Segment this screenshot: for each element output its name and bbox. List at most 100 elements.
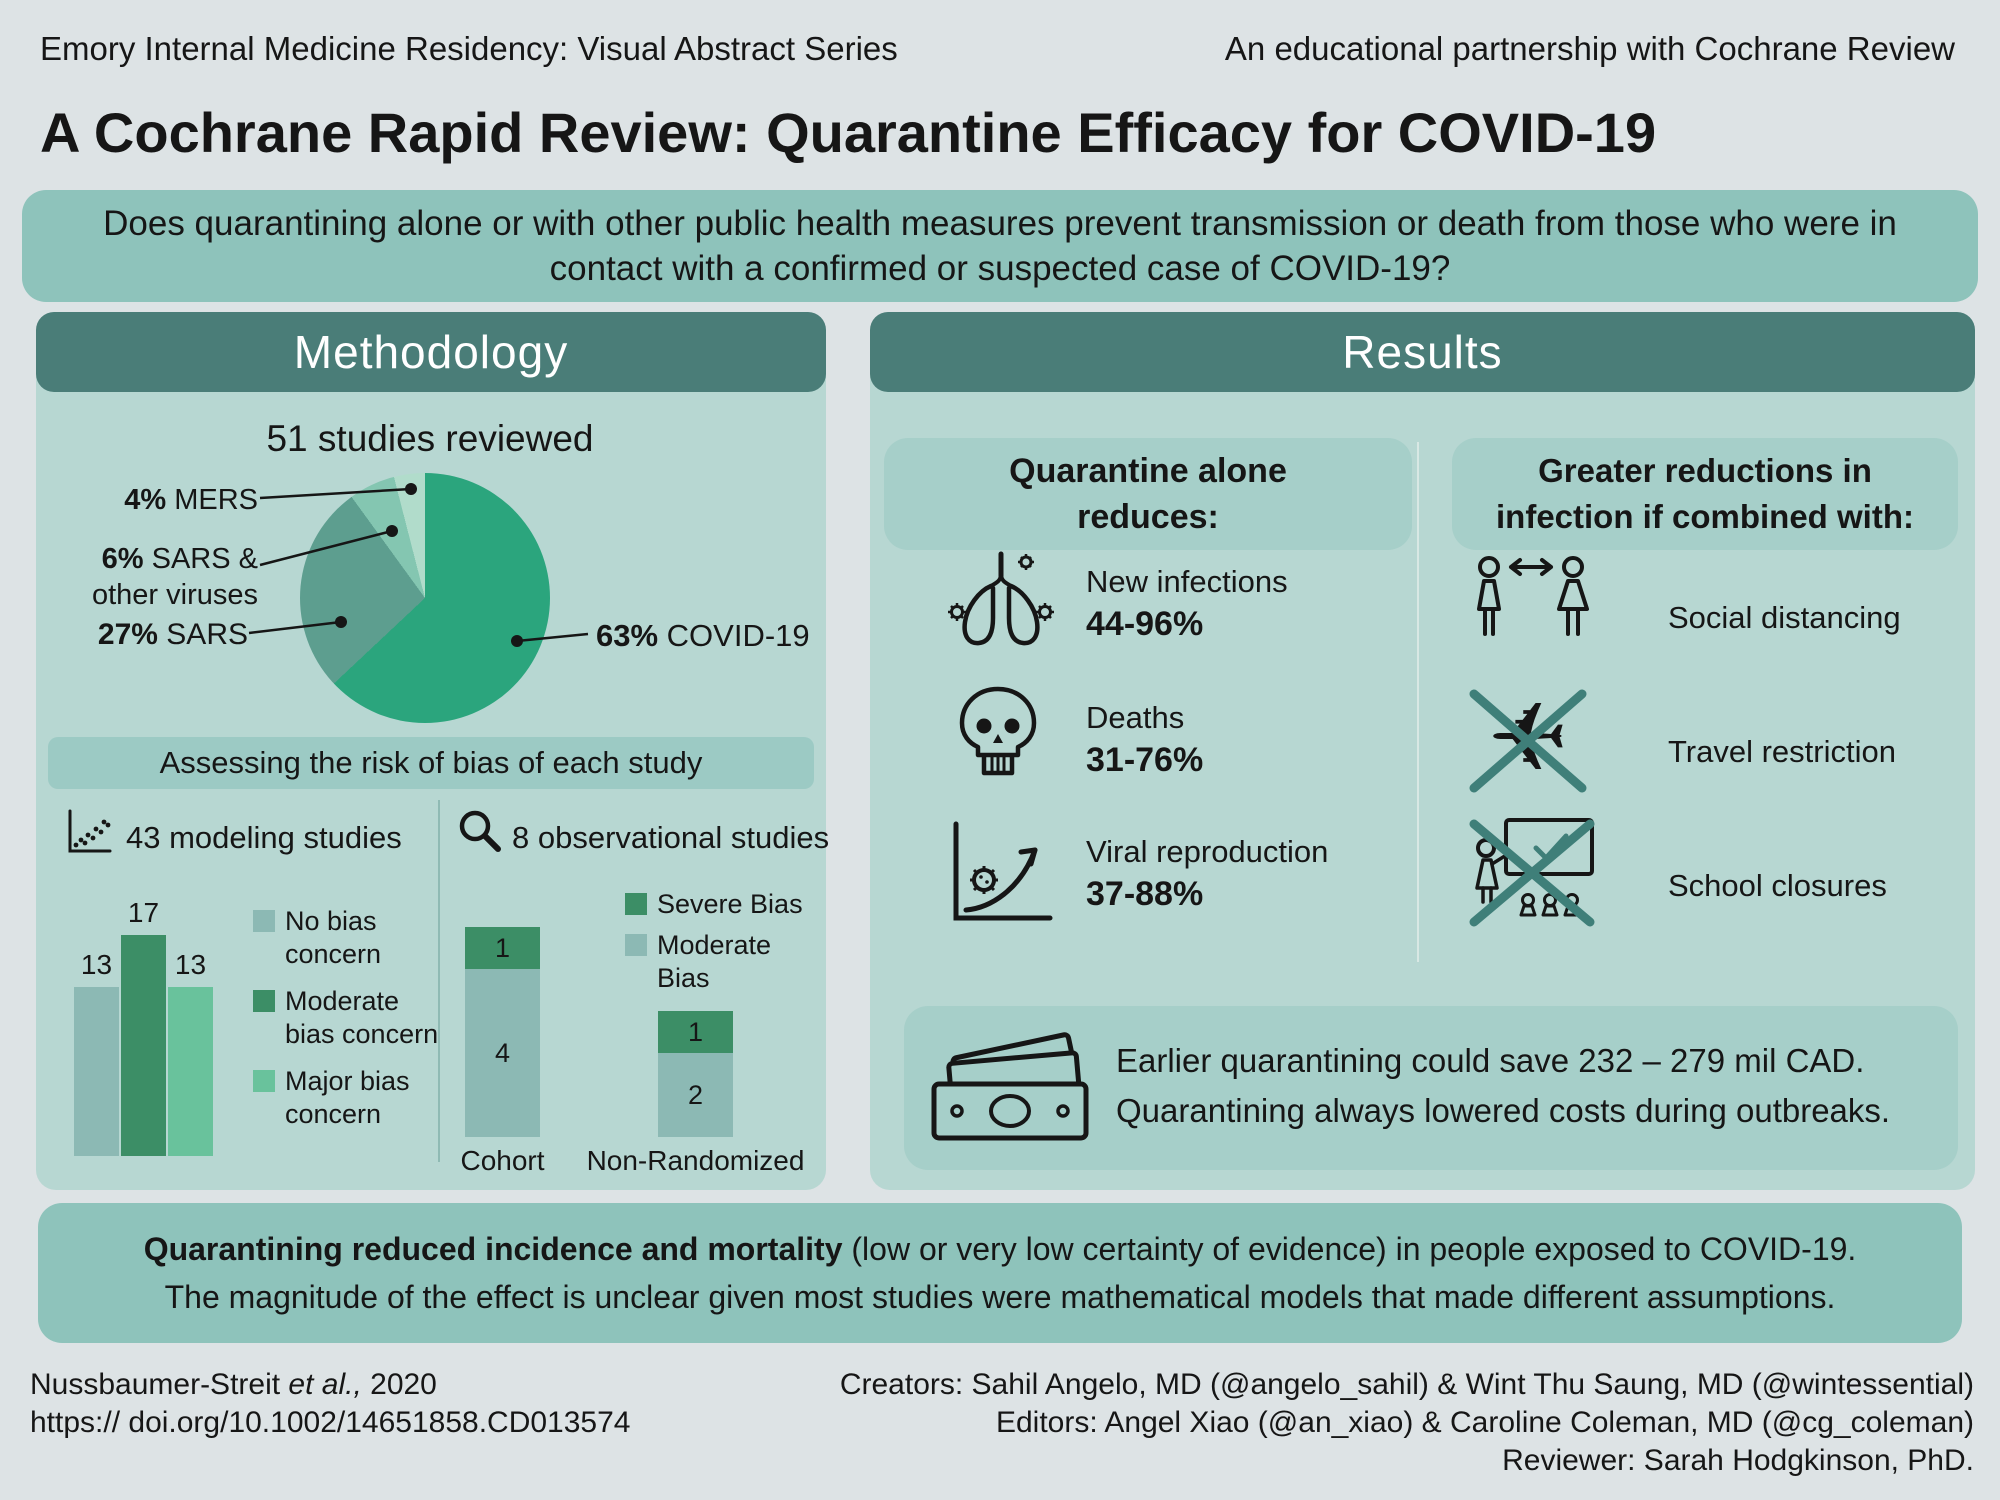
series-title: Emory Internal Medicine Residency: Visua…: [40, 30, 898, 67]
legend-item: Severe Bias: [625, 888, 825, 921]
segment-value: 2: [687, 1079, 704, 1110]
legend-label: Major bias concern: [285, 1066, 410, 1129]
citation-block: Nussbaumer-Streit et al., 2020 https:// …: [30, 1366, 630, 1442]
stacked-bar-group: 1 4 Cohort: [460, 922, 545, 1177]
cost-line-2: Quarantining always lowered costs during…: [1116, 1092, 1891, 1129]
legend-label: No bias concern: [285, 906, 382, 969]
citation-doi: https:// doi.org/10.1002/14651858.CD0135…: [30, 1406, 631, 1439]
results-panel: Results Quarantine alone reduces: Greate…: [870, 312, 1975, 1190]
summary-banner: Quarantining reduced incidence and morta…: [38, 1203, 1962, 1343]
x-axis-label: Non-Randomized: [586, 1145, 805, 1176]
results-divider: [1417, 442, 1419, 962]
quarantine-alone-title-line1: Quarantine alone: [1009, 452, 1287, 490]
pie-label-covid: 63% COVID-19: [596, 618, 816, 654]
quarantine-alone-title: Quarantine alone reduces:: [884, 438, 1412, 550]
legend-swatch: [253, 1070, 275, 1092]
legend-item: No bias concern: [253, 905, 448, 971]
stacked-bar-group: 1 2 Non-Randomized: [587, 922, 804, 1177]
citation: Nussbaumer-Streit et al., 2020: [30, 1366, 630, 1404]
legend-item: Major bias concern: [253, 1065, 448, 1131]
summary-line-1: Quarantining reduced incidence and morta…: [144, 1225, 1857, 1273]
pie-pct-mers: 4%: [124, 484, 167, 516]
pie-name-covid: COVID-19: [666, 618, 810, 653]
school-closures-icon: [1464, 814, 1600, 932]
credits-reviewer: Reviewer: Sarah Hodgkinson, PhD.: [1502, 1444, 1974, 1477]
methodology-header-label: Methodology: [293, 326, 569, 378]
pie-label-sars-other: 6% SARS & other viruses: [78, 541, 258, 613]
bar-value-label: 13: [80, 949, 113, 980]
modeling-chart-title: 43 modeling studies: [126, 820, 402, 855]
citation-year: 2020: [361, 1368, 437, 1401]
summary-rest: (low or very low certainty of evidence) …: [842, 1231, 1857, 1267]
page-title: A Cochrane Rapid Review: Quarantine Effi…: [40, 101, 1657, 164]
legend-swatch: [625, 934, 647, 956]
result-value: 44-96%: [1086, 605, 1204, 643]
legend-label: Moderate bias concern: [285, 986, 439, 1049]
modeling-legend: No bias concern Moderate bias concern Ma…: [253, 905, 448, 1145]
citation-etal: et al.,: [288, 1368, 362, 1401]
result-value: 37-88%: [1086, 875, 1204, 913]
viral-reproduction-icon: [942, 818, 1056, 928]
x-axis-label: Cohort: [460, 1145, 545, 1176]
result-label: Viral reproduction: [1086, 834, 1329, 869]
combined-label-distancing: Social distancing: [1668, 600, 1901, 635]
legend-item: Moderate bias concern: [253, 985, 448, 1051]
bias-banner-label: Assessing the risk of bias of each study: [159, 745, 703, 780]
credits-block: Creators: Sahil Angelo, MD (@angelo_sahi…: [840, 1366, 1974, 1480]
segment-moderate: 2: [658, 1053, 733, 1137]
result-item-reproduction: Viral reproduction 37-88%: [1086, 832, 1328, 916]
bar-group: 13: [74, 888, 119, 1156]
bias-banner: Assessing the risk of bias of each study: [48, 737, 814, 789]
combined-title-line2: infection if combined with:: [1496, 498, 1914, 535]
segment-severe: 1: [465, 927, 540, 969]
result-label: Deaths: [1086, 700, 1185, 735]
result-value: 31-76%: [1086, 741, 1204, 779]
travel-restriction-icon: ✈: [1462, 684, 1594, 798]
credits-creators: Creators: Sahil Angelo, MD (@angelo_sahi…: [839, 1368, 1974, 1401]
combined-title-line1: Greater reductions in: [1538, 452, 1872, 489]
bar-major-bias: [168, 987, 213, 1156]
methodology-panel: Methodology 51 studies reviewed 4% MERS …: [36, 312, 830, 1190]
modeling-bar-chart: 13 17 13: [74, 888, 214, 1156]
social-distancing-icon: [1464, 552, 1598, 656]
pie-label-mers: 4% MERS: [80, 482, 258, 518]
bar-group: 17: [121, 888, 166, 1156]
bar-moderate-bias: [121, 935, 166, 1156]
cost-line-1: Earlier quarantining could save 232 – 27…: [1116, 1042, 1865, 1079]
partnership-note: An educational partnership with Cochrane…: [1224, 30, 1955, 67]
money-icon: [926, 1030, 1102, 1146]
legend-label: Severe Bias: [657, 889, 803, 919]
bar-group: 13: [168, 888, 213, 1156]
combined-title: Greater reductions in infection if combi…: [1452, 438, 1958, 550]
summary-bold: Quarantining reduced incidence and morta…: [143, 1231, 843, 1267]
pie-pct-sars-other: 6%: [101, 543, 144, 575]
skull-icon: [950, 684, 1046, 790]
segment-moderate: 4: [465, 969, 540, 1137]
observational-bar-chart: 1 4 Cohort 1 2 Non-Randomized: [460, 922, 804, 1177]
pie-name-sars-other: SARS & other viruses: [91, 543, 258, 611]
pie-title: 51 studies reviewed: [266, 418, 594, 459]
legend-label: Moderate Bias: [657, 930, 772, 993]
segment-value: 4: [494, 1037, 511, 1068]
quarantine-alone-title-line2: reduces:: [1077, 498, 1219, 536]
chart-divider: [438, 800, 440, 1162]
magnifier-icon: [455, 806, 503, 854]
pie-pct-sars: 27%: [97, 618, 158, 651]
observational-chart-title: 8 observational studies: [512, 820, 830, 855]
legend-swatch: [253, 990, 275, 1012]
credits-editors: Editors: Angel Xiao (@an_xiao) & Carolin…: [995, 1406, 1974, 1439]
combined-label-travel: Travel restriction: [1668, 734, 1896, 769]
pie-label-sars: 27% SARS: [88, 617, 248, 653]
pie-pct-covid: 63%: [596, 618, 659, 653]
legend-swatch: [625, 893, 647, 915]
bar-no-bias: [74, 987, 119, 1156]
citation-authors: Nussbaumer-Streit: [30, 1368, 289, 1401]
combined-label-school: School closures: [1668, 868, 1887, 903]
summary-line-2: The magnitude of the effect is unclear g…: [164, 1279, 1836, 1315]
results-header: Results: [870, 312, 1975, 392]
lungs-icon: [940, 550, 1062, 656]
bar-value-label: 13: [174, 949, 207, 980]
legend-item: Moderate Bias: [625, 929, 825, 995]
segment-value: 1: [687, 1016, 704, 1047]
